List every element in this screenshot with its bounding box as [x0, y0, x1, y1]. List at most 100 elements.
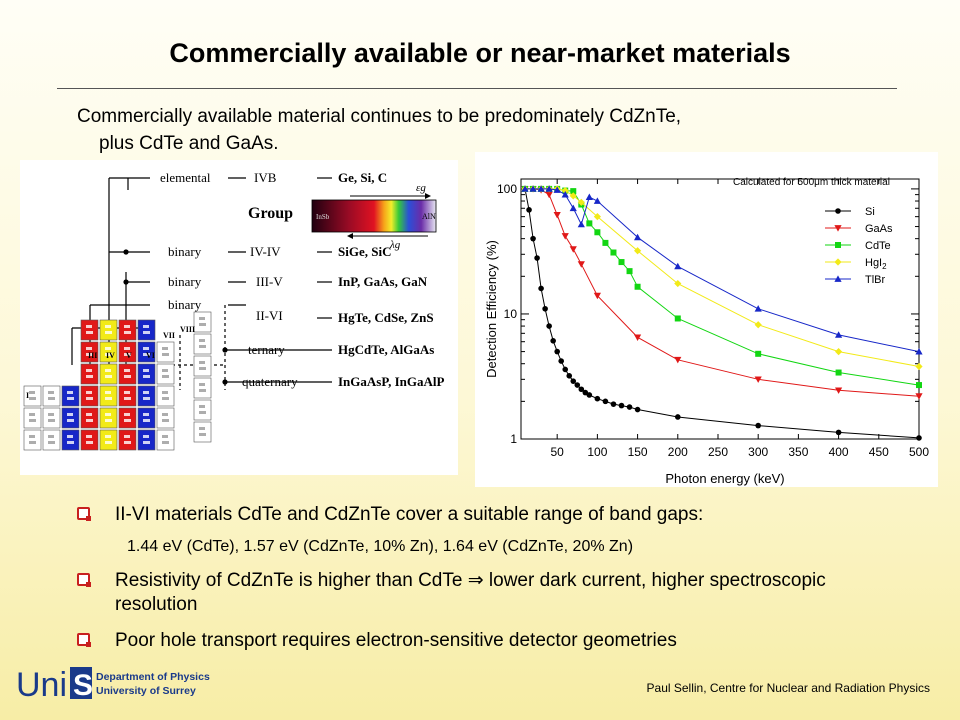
data-point-tlbr: [754, 305, 762, 312]
logo-dept-line: Department of Physics: [96, 671, 210, 683]
periodic-cell-label: [86, 413, 92, 416]
periodic-cell-label: [29, 413, 35, 416]
data-point-si: [574, 382, 581, 388]
periodic-cell-label: [105, 369, 111, 372]
data-point-si: [634, 406, 641, 413]
periodic-cell-label: [162, 441, 169, 444]
bullet-marker-icon: [77, 633, 91, 647]
periodic-cell-label: [86, 391, 92, 394]
periodic-cell-label: [199, 317, 205, 320]
periodic-cell: [61, 429, 80, 451]
periodic-cell: [80, 319, 99, 341]
data-point-tlbr: [585, 193, 593, 200]
periodic-cell-label: [105, 331, 112, 334]
periodic-cell: [118, 341, 137, 363]
periodic-cell: [156, 385, 175, 407]
spectrum-right-label: AlN: [422, 212, 436, 221]
x-tick-label: 150: [628, 445, 648, 459]
periodic-cell: [193, 399, 212, 421]
intro-text: Commercially available material continue…: [77, 103, 897, 157]
data-point-cdte: [916, 382, 922, 389]
legend-marker-hgi2: [834, 258, 842, 266]
periodic-cell-label: [199, 361, 205, 364]
footer-credit: Paul Sellin, Centre for Nuclear and Radi…: [646, 681, 930, 695]
data-point-cdte: [602, 239, 609, 246]
legend-marker-cdte: [835, 242, 841, 248]
y-tick-label: 10: [504, 307, 518, 321]
periodic-cell: [42, 385, 61, 407]
periodic-cell-label: [48, 419, 55, 422]
col-label-i: I: [26, 391, 29, 400]
data-point-si: [835, 429, 842, 436]
detection-efficiency-chart: Calculated for 500μm thick material Phot…: [475, 152, 938, 487]
periodic-cell-label: [67, 397, 74, 400]
periodic-cell-label: [67, 419, 74, 422]
periodic-cell: [137, 319, 156, 341]
slide-title: Commercially available or near-market ma…: [169, 38, 791, 68]
periodic-cell-label: [48, 397, 55, 400]
y-axis-label: Detection Efficiency (%): [484, 240, 499, 378]
data-point-si: [626, 404, 633, 410]
data-point-si: [610, 401, 617, 407]
intro-line-2: plus CdTe and GaAs.: [99, 133, 279, 154]
periodic-cell: [156, 407, 175, 429]
data-point-tlbr: [633, 233, 642, 241]
data-point-si: [534, 255, 540, 261]
intro-line-1: Commercially available material continue…: [77, 106, 682, 127]
periodic-cell: [137, 341, 156, 363]
periodic-cell-label: [67, 441, 74, 444]
periodic-cell-label: [48, 435, 54, 438]
row-materials-ii-vi: HgTe, CdSe, ZnS: [338, 310, 434, 325]
data-point-cdte: [570, 188, 577, 195]
legend-label-gaas: GaAs: [865, 223, 893, 235]
legend-label-subscript: 2: [882, 262, 887, 271]
bullet-marker-icon: [77, 507, 91, 521]
periodic-cell-label: [143, 353, 150, 356]
bullet-text-2: Resistivity of CdZnTe is higher than CdT…: [115, 570, 826, 615]
periodic-cell: [80, 385, 99, 407]
periodic-cell-label: [162, 419, 169, 422]
periodic-cell-label: [143, 391, 149, 394]
periodic-cell-label: [199, 323, 206, 326]
periodic-cell: [42, 407, 61, 429]
data-point-si: [586, 392, 593, 398]
row-kind-elemental: elemental: [160, 170, 211, 185]
col-label-iii: III: [88, 351, 97, 360]
periodic-cell-label: [124, 419, 131, 422]
series-si: [522, 186, 922, 441]
y-tick-label: 1: [510, 432, 517, 446]
x-axis-label: Photon energy (keV): [665, 471, 784, 486]
legend-label-cdte: CdTe: [865, 240, 891, 252]
periodic-cell: [80, 363, 99, 385]
periodic-cell-label: [199, 389, 206, 392]
periodic-cell: [99, 363, 118, 385]
legend-marker-tlbr: [834, 275, 842, 282]
x-tick-label: 350: [788, 445, 808, 459]
periodic-cell-label: [48, 441, 55, 444]
periodic-cell-label: [105, 413, 111, 416]
data-point-gaas: [593, 292, 601, 300]
periodic-cell-label: [199, 345, 206, 348]
data-point-tlbr: [529, 185, 537, 192]
x-tick-label: 400: [829, 445, 849, 459]
title-divider: [57, 88, 897, 89]
periodic-cell: [99, 319, 118, 341]
periodic-cell-label: [48, 413, 54, 416]
bullet-marker-icon: [77, 573, 91, 587]
plot-frame: [520, 178, 920, 440]
x-tick-label: 300: [748, 445, 768, 459]
periodic-cell-label: [162, 375, 169, 378]
bullet-item-1: II-VI materials CdTe and CdZnTe cover a …: [77, 503, 907, 527]
row-materials-iv-iv: SiGe, SiC: [338, 244, 391, 259]
periodic-cell-label: [86, 419, 93, 422]
data-point-gaas: [834, 387, 843, 394]
periodic-cell: [193, 333, 212, 355]
logo-s-letter: S: [73, 669, 93, 701]
legend-marker-si: [835, 208, 841, 214]
legend-label-tlbr: TlBr: [865, 274, 886, 286]
row-kind-binary-ii: binary: [168, 297, 202, 312]
periodic-cell-label: [86, 325, 92, 328]
periodic-cell: [118, 319, 137, 341]
periodic-cell: [99, 407, 118, 429]
data-point-si: [530, 235, 536, 242]
